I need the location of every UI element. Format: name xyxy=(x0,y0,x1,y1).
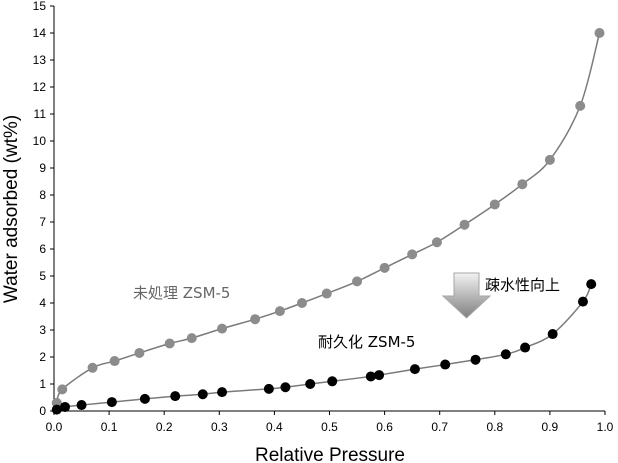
x-tick-label: 0.8 xyxy=(486,420,503,434)
y-tick-label: 4 xyxy=(39,296,46,310)
data-point xyxy=(575,100,586,111)
data-point xyxy=(520,342,531,353)
y-tick-label: 8 xyxy=(39,188,46,202)
series-label-durable: 耐久化 ZSM-5 xyxy=(318,333,415,351)
data-point xyxy=(60,401,71,412)
data-point xyxy=(280,382,291,393)
x-tick-label: 0.7 xyxy=(431,420,448,434)
data-point xyxy=(296,298,307,308)
data-point xyxy=(500,349,511,360)
y-tick-label: 10 xyxy=(33,134,47,148)
y-tick-label: 15 xyxy=(33,0,47,13)
x-tick-label: 0.4 xyxy=(266,420,283,434)
data-point xyxy=(594,28,605,38)
y-tick-label: 0 xyxy=(39,404,46,418)
y-tick-label: 14 xyxy=(33,26,47,40)
data-point xyxy=(217,387,228,398)
series-points xyxy=(51,28,605,415)
x-tick-label: 0.0 xyxy=(46,420,63,434)
x-tick-label: 0.6 xyxy=(376,420,393,434)
y-tick-label: 3 xyxy=(39,323,46,337)
y-tick-label: 6 xyxy=(39,242,46,256)
x-tick-label: 0.5 xyxy=(321,420,338,434)
y-tick-label: 1 xyxy=(39,377,46,391)
y-axis-title: Water adsorbed (wt%) xyxy=(1,115,22,303)
data-point xyxy=(352,276,363,287)
data-point xyxy=(544,154,555,165)
data-point xyxy=(263,383,274,394)
y-tick-label: 9 xyxy=(39,161,46,175)
data-point xyxy=(76,400,87,411)
data-point xyxy=(431,237,442,248)
data-point xyxy=(109,356,120,367)
data-point xyxy=(374,370,385,381)
data-point xyxy=(51,404,62,415)
data-point xyxy=(547,329,558,340)
data-point xyxy=(327,376,338,387)
data-point xyxy=(409,364,420,375)
data-point xyxy=(407,249,418,260)
y-tick-label: 7 xyxy=(39,215,46,229)
data-point xyxy=(577,296,588,307)
x-tick-label: 0.2 xyxy=(156,420,173,434)
data-point xyxy=(139,393,150,404)
data-point xyxy=(250,314,261,325)
data-point xyxy=(470,354,481,365)
data-point xyxy=(379,262,390,273)
hydrophobicity-arrow-icon xyxy=(441,272,492,319)
x-tick-label: 0.3 xyxy=(211,420,228,434)
y-tick-label: 5 xyxy=(39,269,46,283)
x-tick-label: 1.0 xyxy=(597,420,614,434)
series-line-1 xyxy=(56,283,592,411)
data-point xyxy=(106,397,117,408)
data-point xyxy=(57,384,68,395)
data-point xyxy=(305,379,316,389)
data-point xyxy=(440,359,451,370)
data-point xyxy=(459,219,470,230)
data-point xyxy=(217,323,228,334)
data-point xyxy=(586,279,597,290)
y-tick-label: 12 xyxy=(33,80,47,94)
data-point xyxy=(321,288,332,299)
data-point xyxy=(197,389,208,400)
y-tick-label: 11 xyxy=(34,107,47,121)
data-point xyxy=(517,179,528,190)
data-point xyxy=(274,306,285,317)
y-tick-label: 2 xyxy=(39,350,46,364)
series-line-0 xyxy=(56,32,601,404)
data-point xyxy=(365,371,376,382)
x-axis-title: Relative Pressure xyxy=(255,445,405,463)
data-point xyxy=(164,338,175,349)
hydrophobicity-label: 疎水性向上 xyxy=(485,276,560,294)
x-tick-label: 0.9 xyxy=(542,420,559,434)
data-point xyxy=(134,347,145,358)
series-lines xyxy=(56,32,601,411)
data-point xyxy=(186,333,197,344)
data-point xyxy=(170,391,181,402)
data-point xyxy=(489,199,500,210)
y-tick-label: 13 xyxy=(33,53,47,67)
data-point xyxy=(87,362,98,373)
series-label-untreated: 未処理 ZSM-5 xyxy=(133,284,230,302)
x-tick-label: 0.1 xyxy=(101,420,118,434)
